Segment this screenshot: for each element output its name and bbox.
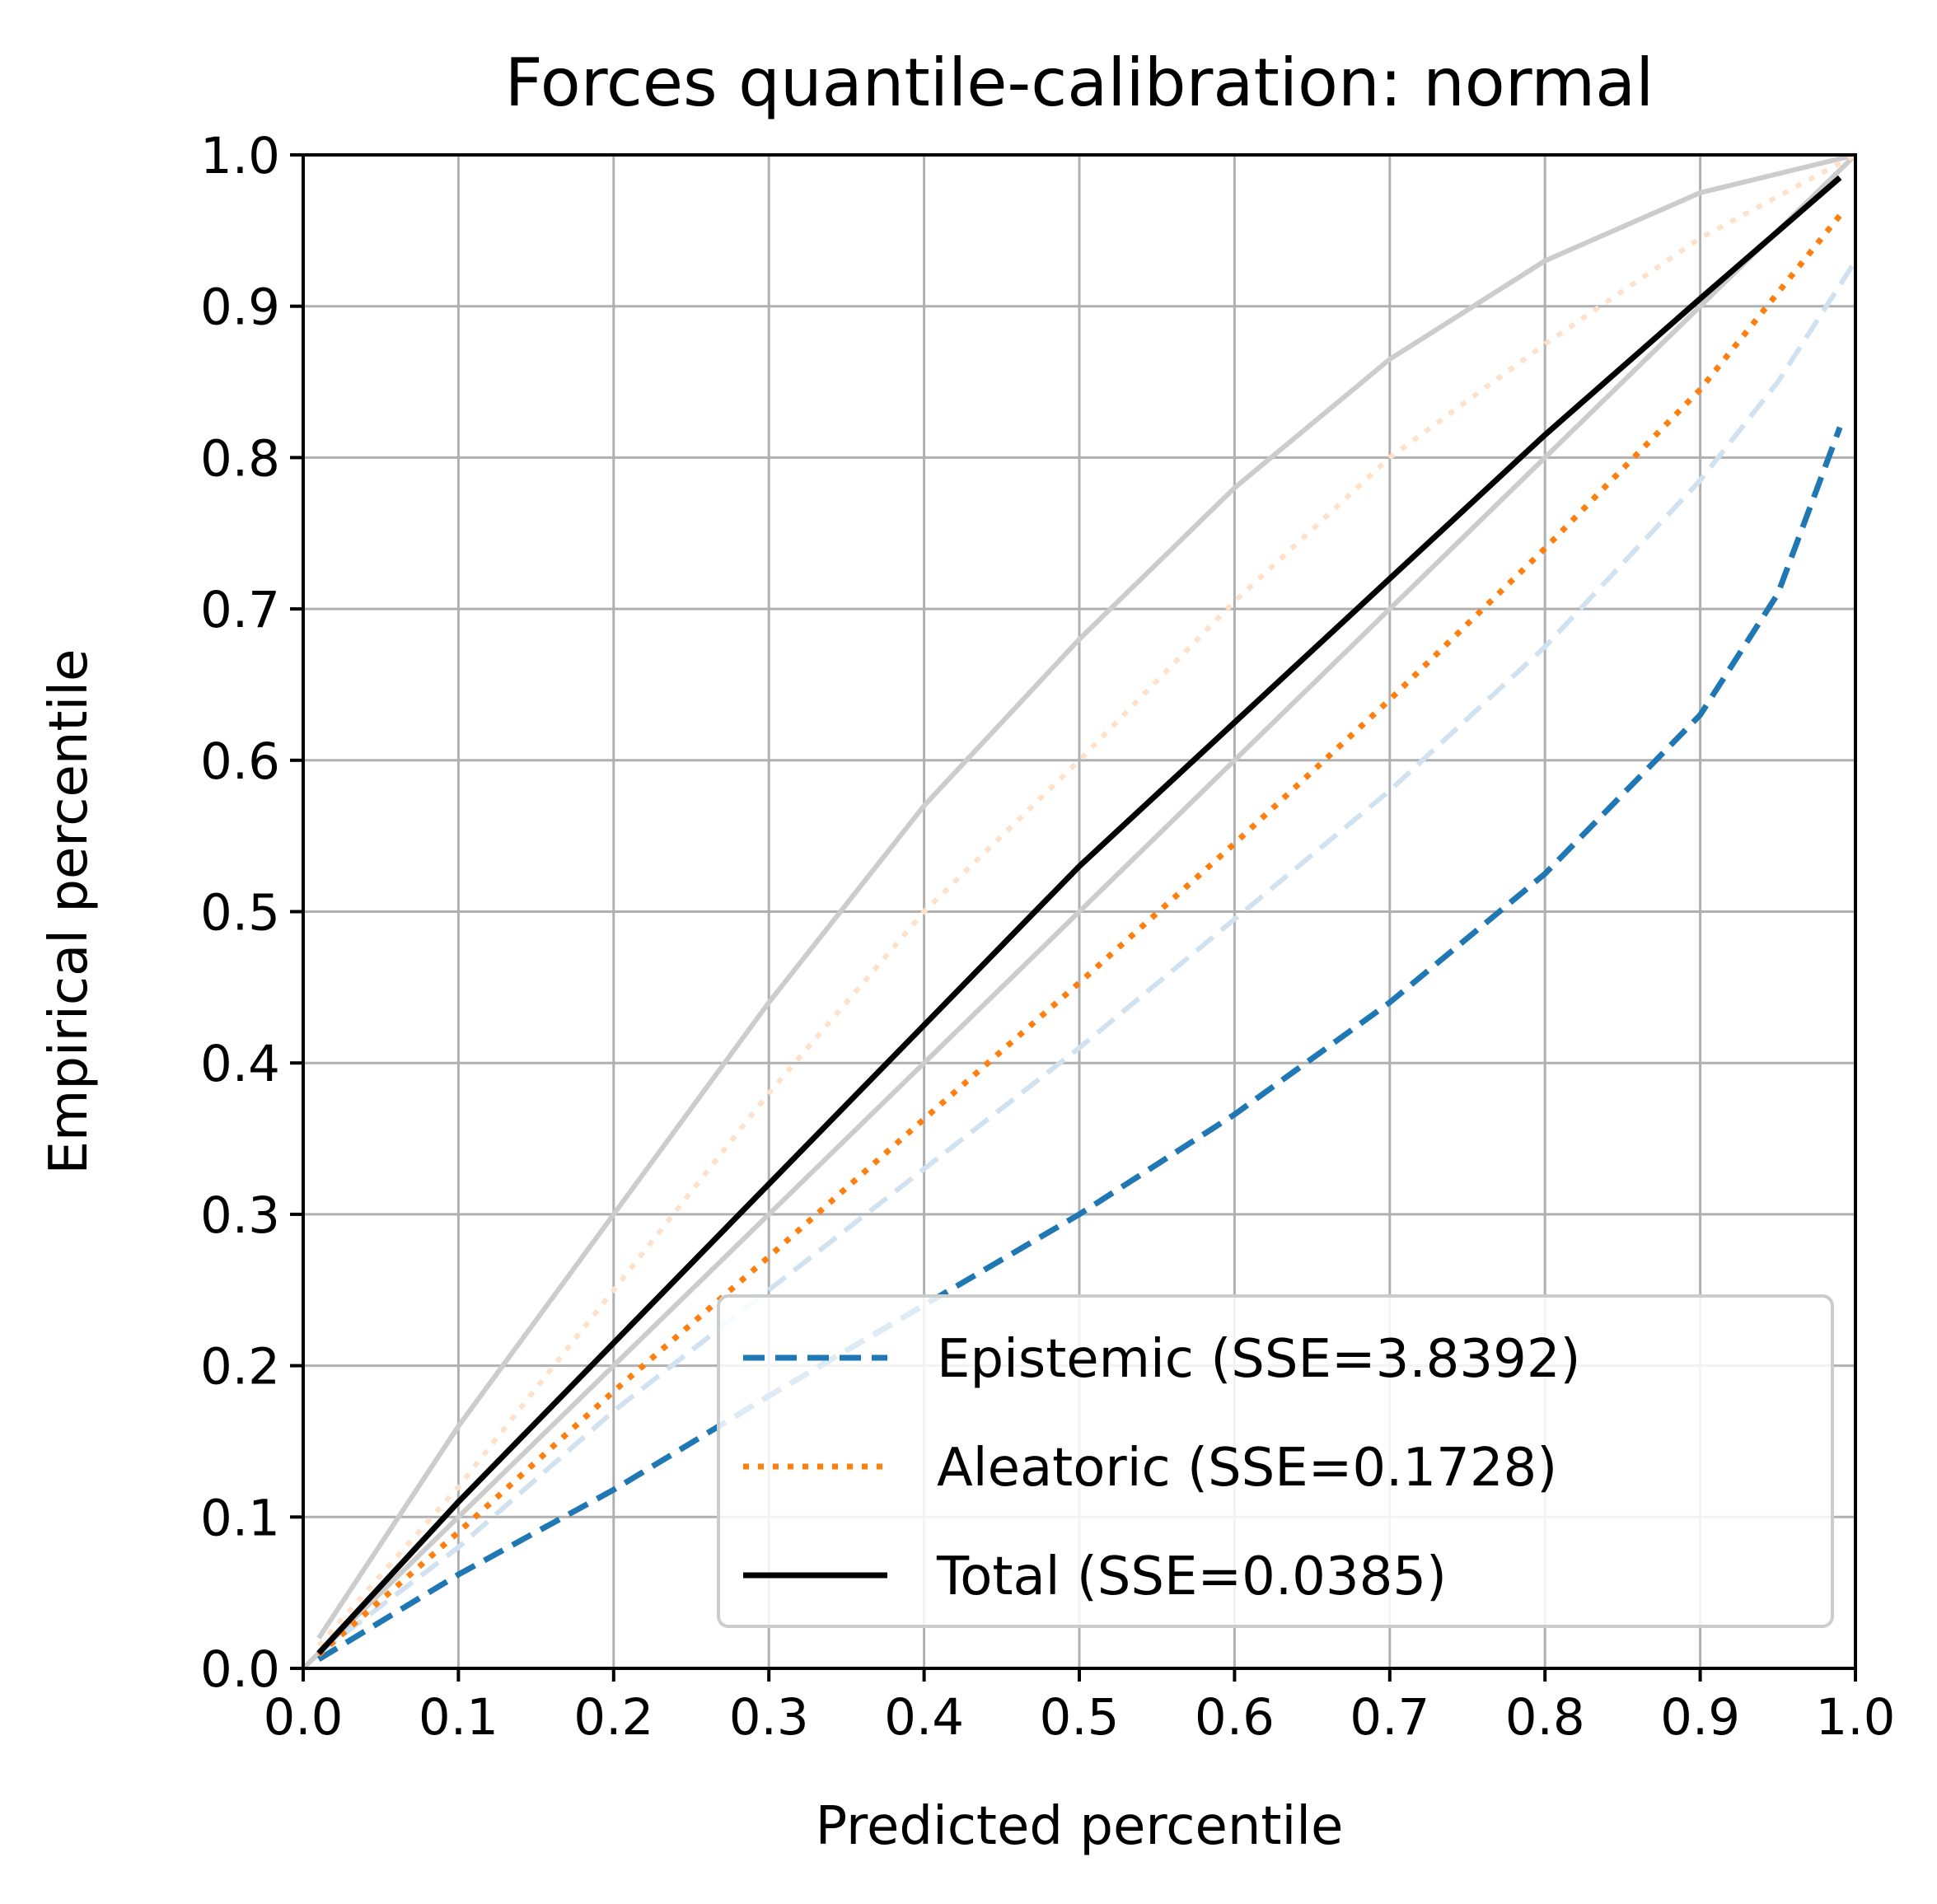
- legend-label: Total (SSE=0.0385): [936, 1546, 1447, 1607]
- y-tick-label: 1.0: [200, 127, 280, 185]
- legend-box: [717, 1294, 1834, 1628]
- x-tick-label: 0.5: [1039, 1688, 1119, 1747]
- legend-label: Aleatoric (SSE=0.1728): [937, 1438, 1557, 1499]
- x-axis-label: Predicted percentile: [816, 1796, 1344, 1857]
- x-tick-label: 0.4: [884, 1688, 964, 1747]
- x-tick-label: 0.8: [1505, 1688, 1585, 1747]
- reference-curve-1: [316, 152, 1856, 1640]
- y-axis-label: Empirical percentile: [39, 649, 100, 1175]
- x-tick-label: 0.3: [729, 1688, 809, 1747]
- x-tick-label: 0.1: [419, 1688, 498, 1747]
- y-tick-label: 0.2: [200, 1338, 280, 1396]
- y-tick-label: 0.7: [200, 581, 280, 639]
- y-tick-label: 0.5: [200, 884, 280, 943]
- x-tick-label: 1.0: [1815, 1688, 1895, 1747]
- y-tick-label: 0.8: [200, 429, 280, 488]
- y-tick-label: 0.3: [200, 1186, 280, 1245]
- series-line-1: [316, 213, 1842, 1658]
- x-tick-label: 0.6: [1195, 1688, 1275, 1747]
- legend-label: Epistemic (SSE=3.8392): [937, 1329, 1581, 1390]
- y-tick-label: 0.4: [200, 1035, 280, 1093]
- y-tick-label: 0.1: [200, 1489, 280, 1547]
- x-tick-label: 0.0: [263, 1688, 343, 1747]
- axis-ticks: 0.0 0.1 0.2 0.3 0.4 0.5 0.6 0.7 0.8 0.9 1.0 0.0 0.1 0…: [200, 127, 1896, 1747]
- y-tick-label: 0.9: [200, 278, 280, 337]
- reference-curve-3: [317, 259, 1858, 1656]
- reference-curves: [301, 152, 1858, 1671]
- x-tick-label: 0.9: [1660, 1688, 1740, 1747]
- reference-curve-2: [316, 152, 1857, 1648]
- legend: Epistemic (SSE=3.8392) Aleatoric (SSE=0.1…: [717, 1294, 1834, 1628]
- chart-title: Forces quantile-calibration: normal: [505, 44, 1654, 121]
- y-tick-label: 0.6: [200, 732, 280, 791]
- y-tick-label: 0.0: [200, 1640, 280, 1699]
- series-line-0: [317, 426, 1843, 1662]
- x-tick-label: 0.2: [573, 1688, 653, 1747]
- series-lines: [316, 175, 1843, 1662]
- series-line-2: [316, 175, 1842, 1656]
- reference-curve-0: [301, 152, 1858, 1671]
- x-tick-label: 0.7: [1350, 1688, 1429, 1747]
